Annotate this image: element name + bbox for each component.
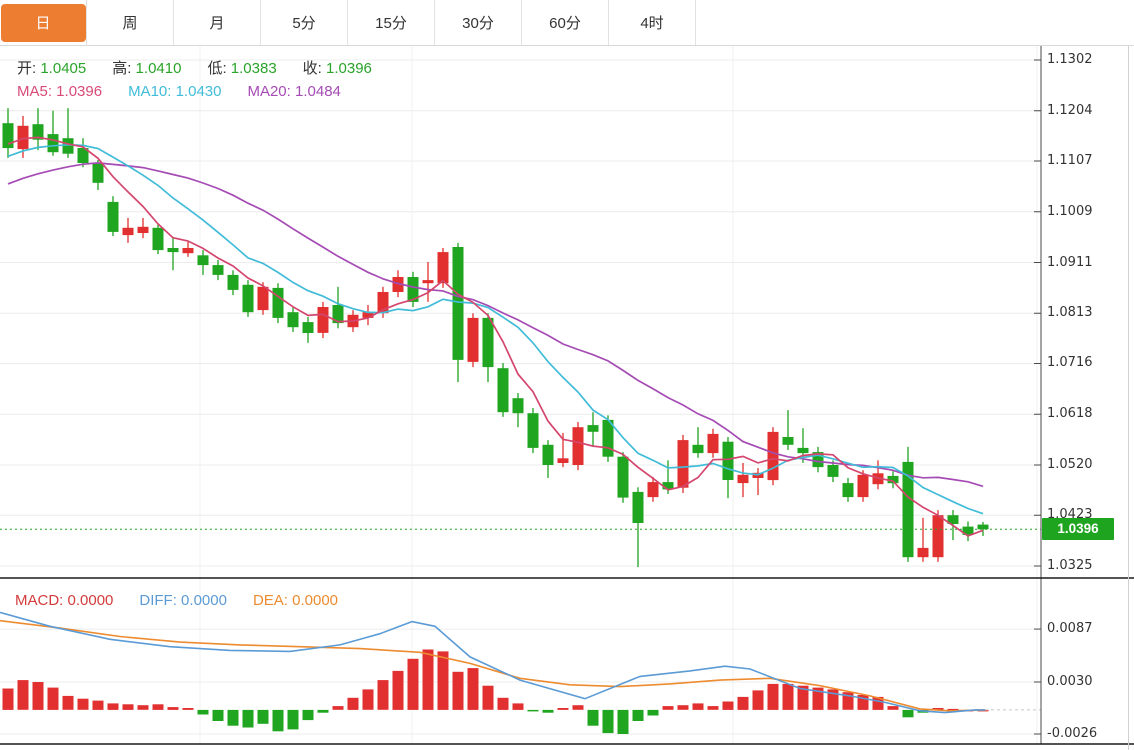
legend-value: 0.0000 [176,592,227,609]
y-axis-label: 1.0520 [1047,457,1093,472]
legend-label: 高: [112,60,132,77]
legend-value: 1.0396 [321,60,372,77]
tab-month[interactable]: 月 [174,0,261,45]
ohlc-legend: 开: 1.0405 高: 1.0410 低: 1.0383 收: 1.0396 [17,57,398,78]
tab-day[interactable]: 日 [0,0,87,45]
tab-label: 60分 [549,15,581,32]
tab-label: 4时 [640,15,664,32]
legend-value: 1.0410 [131,60,182,77]
legend-value: 1.0405 [36,60,87,77]
last-price-badge: 1.0396 [1042,518,1114,541]
y-axis-label: 1.0911 [1047,254,1093,270]
tab-label: 5分 [292,15,316,32]
legend-item: MA20: 1.0484 [247,83,340,100]
tabbar-spacer [696,0,1134,45]
tab-label: 30分 [462,15,494,32]
legend-item: MA10: 1.0430 [128,83,221,100]
legend-item: 高: 1.0410 [112,60,181,77]
legend-label: DEA: [252,592,288,609]
y-axis-label: 1.0716 [1047,355,1093,371]
last-price-value: 1.0396 [1057,521,1099,537]
tab-5min[interactable]: 5分 [261,0,348,45]
legend-label: 开: [17,60,37,77]
y-axis-label: -0.0026 [1047,726,1098,741]
tab-week[interactable]: 周 [87,0,174,45]
legend-item: MA5: 1.0396 [17,83,102,100]
legend-item: 低: 1.0383 [207,60,276,77]
legend-value: 1.0430 [171,83,222,100]
legend-item: 收: 1.0396 [303,60,372,77]
legend-label: MA5: [17,83,53,100]
y-axis-label: 1.1204 [1047,102,1093,118]
tab-label: 周 [122,15,138,32]
legend-item: DEA: 0.0000 [253,592,338,609]
tab-30min[interactable]: 30分 [435,0,522,45]
tab-4hour[interactable]: 4时 [609,0,696,45]
y-axis-label: 1.0618 [1047,406,1093,422]
y-axis-label: 1.1009 [1047,203,1093,219]
macd-legend: MACD: 0.0000 DIFF: 0.0000 DEA: 0.0000 [15,592,364,609]
legend-label: 低: [207,60,227,77]
legend-label: MA20: [247,83,291,100]
tab-15min[interactable]: 15分 [348,0,435,45]
y-axis-label: 1.1107 [1047,152,1093,168]
legend-label: MA10: [128,83,172,100]
legend-item: MACD: 0.0000 [15,592,113,609]
y-axis-label: 0.0030 [1047,674,1093,689]
y-axis-label: 1.0813 [1047,305,1093,321]
tab-label: 月 [209,15,225,32]
legend-value: 1.0484 [290,83,341,100]
legend-item: DIFF: 0.0000 [139,592,227,609]
tab-label: 15分 [375,15,407,32]
legend-value: 1.0396 [52,83,103,100]
y-axis-label: 0.0087 [1047,621,1093,637]
legend-label: DIFF: [139,592,177,609]
legend-item: 开: 1.0405 [17,60,86,77]
legend-value: 0.0000 [287,592,338,609]
ma-legend: MA5: 1.0396 MA10: 1.0430 MA20: 1.0484 [17,83,367,100]
legend-value: 0.0000 [63,592,114,609]
y-axis-label: 1.0325 [1047,558,1093,573]
legend-label: MACD: [15,592,64,609]
timeframe-tabbar: 日 周 月 5分 15分 30分 60分 4时 [0,0,1134,46]
tab-label: 日 [0,3,86,42]
legend-value: 1.0383 [226,60,277,77]
y-axis-label: 1.1302 [1047,52,1093,67]
legend-label: 收: [302,60,322,77]
tab-60min[interactable]: 60分 [522,0,609,45]
